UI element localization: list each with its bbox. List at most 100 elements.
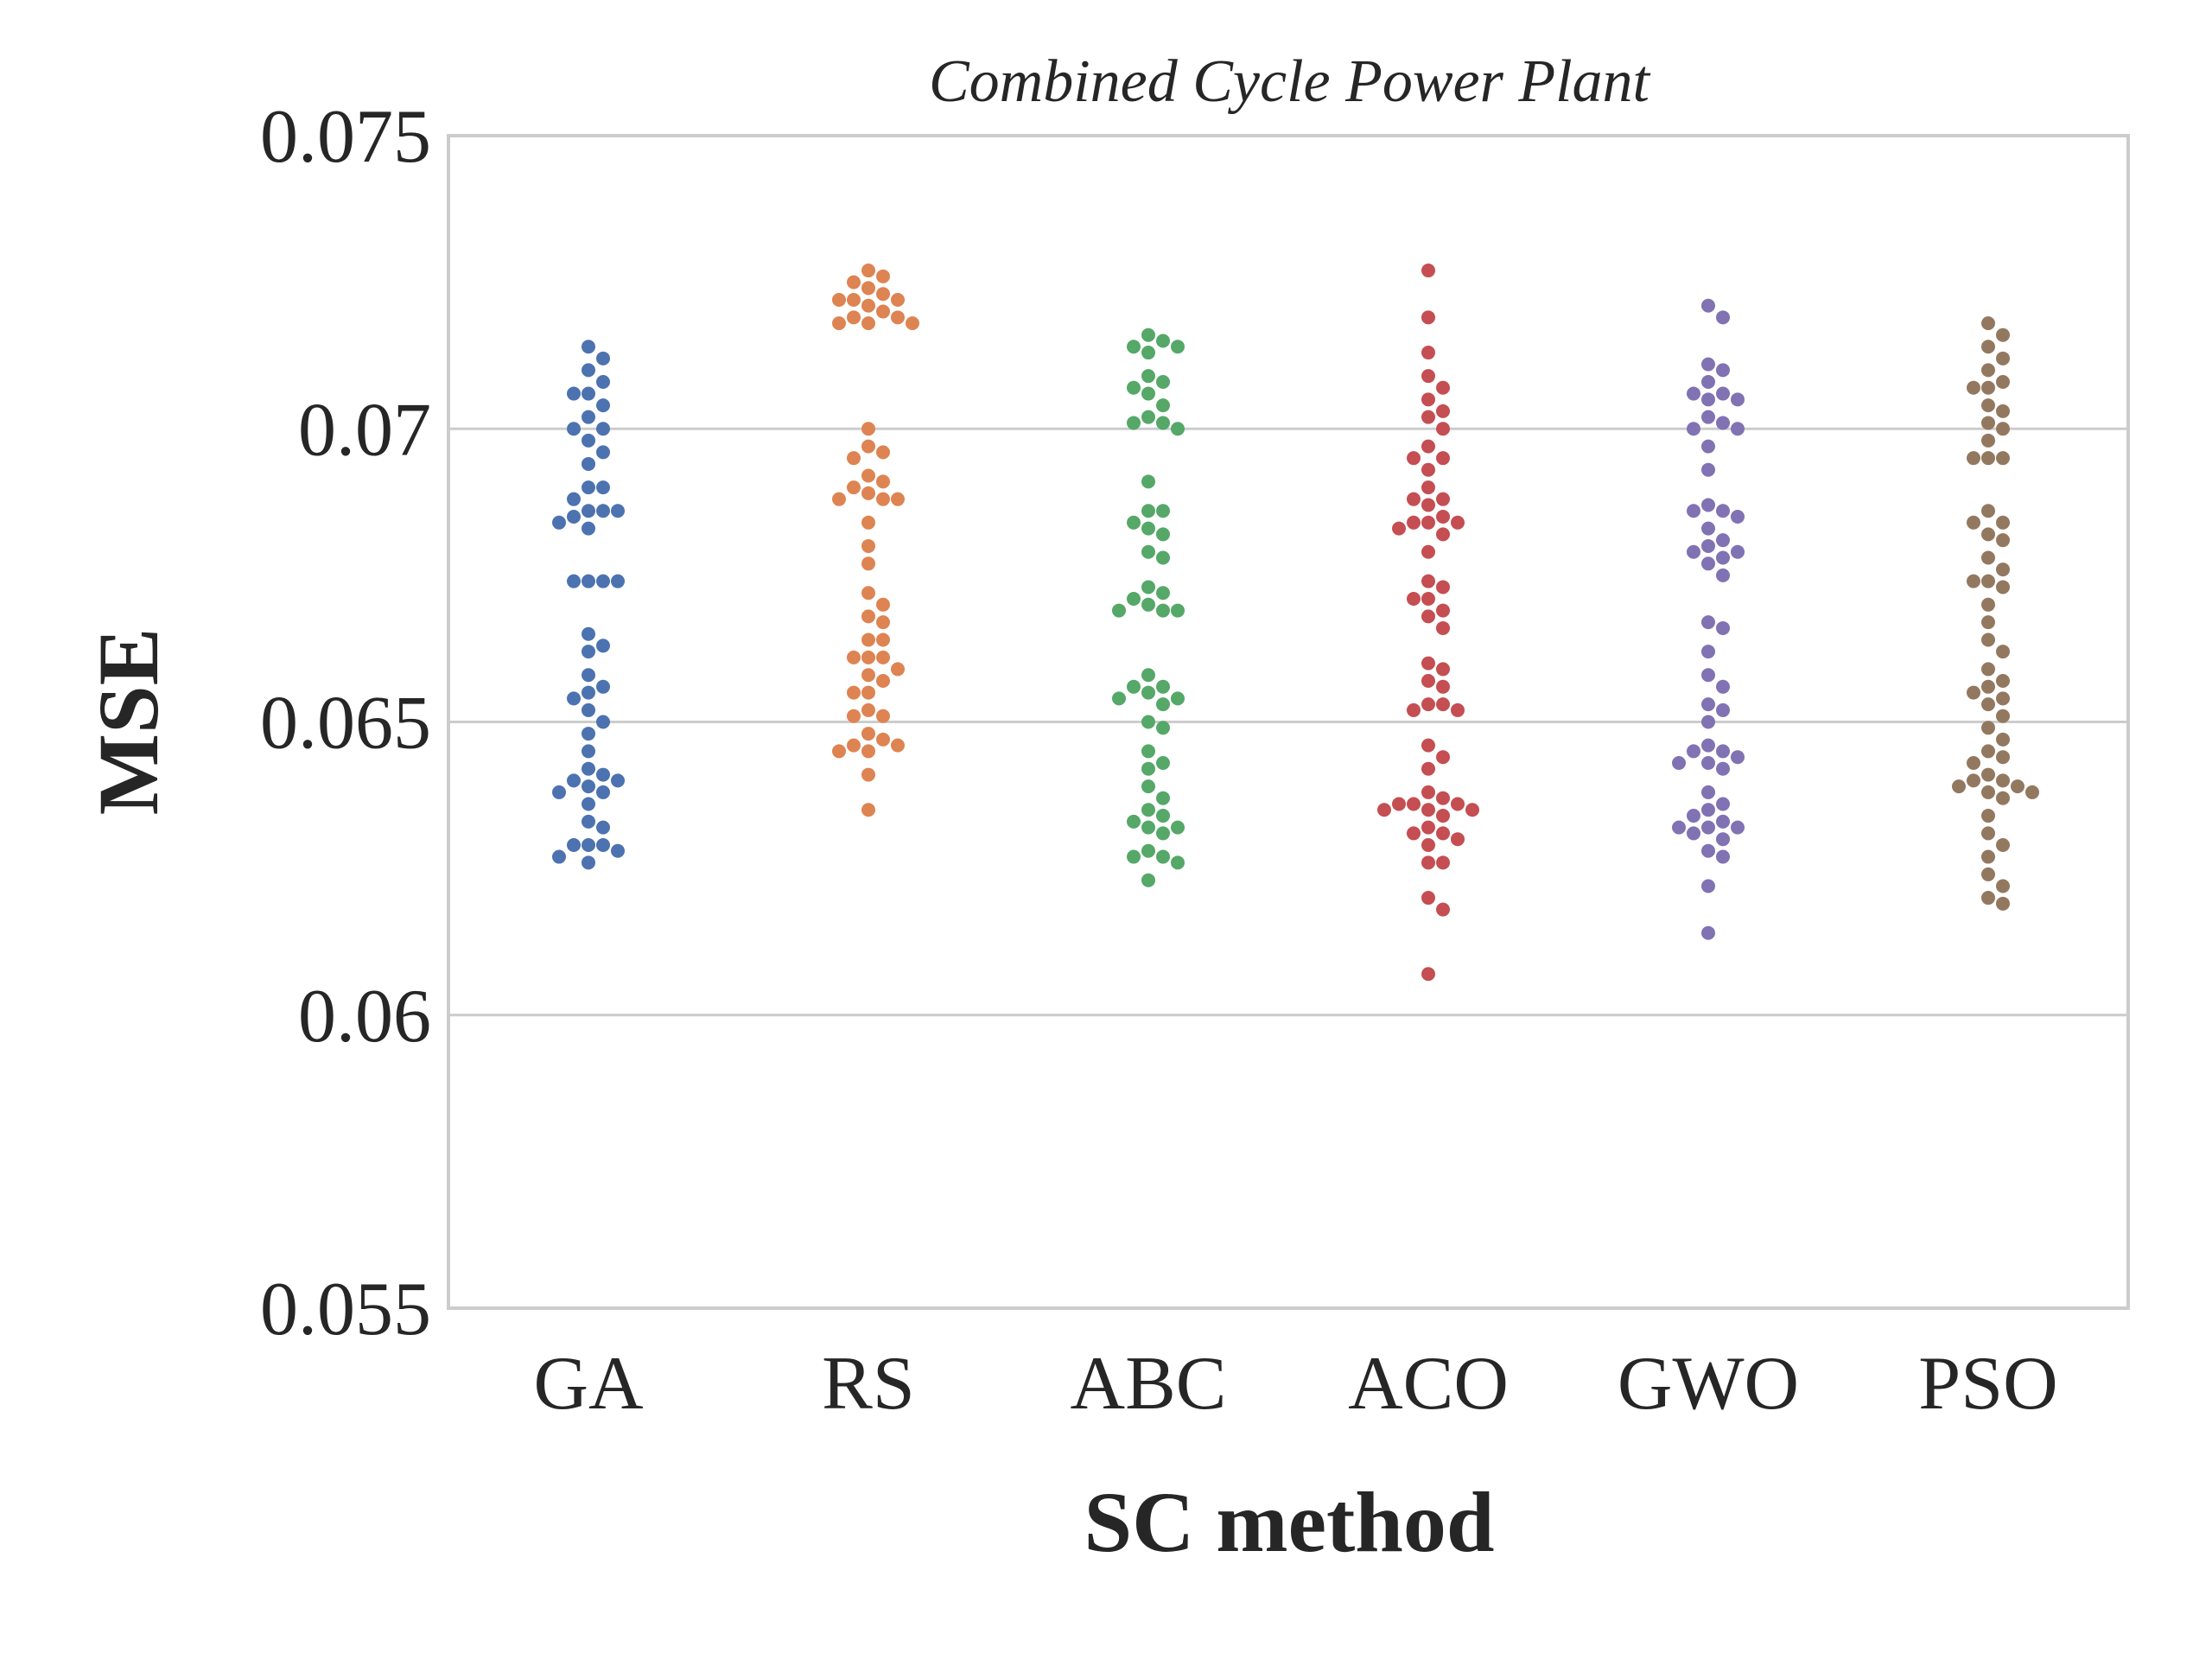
data-point-gwo xyxy=(1716,702,1730,717)
data-point-ga xyxy=(582,727,595,741)
data-point-pso xyxy=(1981,785,1995,799)
data-point-ga xyxy=(567,386,581,401)
data-point-pso xyxy=(1996,837,2010,852)
data-point-aco xyxy=(1407,702,1421,717)
data-point-gwo xyxy=(1716,568,1730,582)
data-point-pso xyxy=(1996,404,2010,418)
data-point-rs xyxy=(861,685,875,700)
data-point-pso xyxy=(1981,744,1995,759)
data-point-rs xyxy=(891,292,905,307)
data-point-rs xyxy=(847,451,861,466)
data-point-pso xyxy=(1996,515,2010,530)
data-point-pso xyxy=(1981,849,1995,864)
data-point-abc xyxy=(1127,380,1141,395)
data-point-rs xyxy=(876,304,890,319)
data-point-ga xyxy=(552,515,566,530)
data-point-pso xyxy=(1996,674,2010,689)
data-point-ga xyxy=(582,456,595,471)
data-point-aco xyxy=(1421,967,1435,982)
data-point-aco xyxy=(1436,603,1450,618)
data-point-ga xyxy=(596,679,610,694)
data-point-ga xyxy=(582,645,595,659)
data-point-rs xyxy=(861,727,875,741)
data-point-gwo xyxy=(1716,744,1730,759)
data-point-aco xyxy=(1407,492,1421,506)
data-point-ga xyxy=(596,504,610,518)
data-point-pso xyxy=(1996,533,2010,548)
data-point-pso xyxy=(1981,398,1995,413)
data-point-aco xyxy=(1436,750,1450,765)
data-point-abc xyxy=(1141,779,1155,794)
data-point-ga xyxy=(596,639,610,653)
data-point-abc xyxy=(1141,346,1155,360)
data-point-gwo xyxy=(1687,744,1700,759)
data-point-abc xyxy=(1156,826,1170,841)
data-point-pso xyxy=(2011,779,2024,794)
data-point-aco xyxy=(1436,826,1450,841)
data-point-aco xyxy=(1407,515,1421,530)
data-point-aco xyxy=(1421,761,1435,776)
data-point-aco xyxy=(1436,697,1450,712)
data-point-aco xyxy=(1436,855,1450,870)
data-point-gwo xyxy=(1701,462,1715,477)
data-point-abc xyxy=(1156,697,1170,712)
data-point-gwo xyxy=(1672,755,1686,770)
data-point-aco xyxy=(1451,702,1465,717)
data-point-pso xyxy=(1996,879,2010,893)
data-point-aco xyxy=(1421,544,1435,559)
data-point-rs xyxy=(891,662,905,677)
data-point-aco xyxy=(1421,480,1435,495)
y-tick-label: 0.07 xyxy=(298,388,431,472)
data-point-pso xyxy=(1996,773,2010,788)
data-point-pso xyxy=(1996,374,2010,389)
data-point-rs xyxy=(876,269,890,283)
data-point-abc xyxy=(1127,849,1141,864)
data-point-ga xyxy=(596,820,610,835)
data-point-pso xyxy=(1981,615,1995,630)
data-point-abc xyxy=(1141,744,1155,759)
data-point-abc xyxy=(1141,521,1155,536)
data-point-gwo xyxy=(1701,925,1715,940)
data-point-abc xyxy=(1141,504,1155,518)
data-point-rs xyxy=(861,668,875,683)
data-point-ga xyxy=(596,398,610,413)
data-point-gwo xyxy=(1701,538,1715,553)
data-point-abc xyxy=(1141,369,1155,384)
data-point-gwo xyxy=(1716,386,1730,401)
data-point-aco xyxy=(1436,451,1450,466)
data-point-gwo xyxy=(1701,697,1715,712)
data-point-ga xyxy=(582,574,595,588)
data-point-aco xyxy=(1421,837,1435,852)
x-tick-label: ABC xyxy=(1071,1342,1227,1426)
data-point-abc xyxy=(1112,603,1126,618)
data-point-aco xyxy=(1421,439,1435,454)
data-point-aco xyxy=(1436,580,1450,594)
data-point-rs xyxy=(876,674,890,689)
data-point-ga xyxy=(582,626,595,641)
data-point-abc xyxy=(1141,803,1155,817)
data-point-pso xyxy=(1996,691,2010,706)
data-point-pso xyxy=(1981,416,1995,430)
data-point-aco xyxy=(1407,797,1421,811)
data-point-pso xyxy=(1967,451,1980,466)
data-point-pso xyxy=(1967,380,1980,395)
data-point-abc xyxy=(1127,592,1141,607)
data-point-gwo xyxy=(1701,439,1715,454)
data-point-ga xyxy=(596,785,610,799)
gridlines xyxy=(448,427,2128,1017)
data-point-rs xyxy=(832,492,846,506)
data-point-pso xyxy=(1996,327,2010,342)
data-point-pso xyxy=(1981,597,1995,612)
data-point-rs xyxy=(861,767,875,782)
data-point-rs xyxy=(861,422,875,436)
data-point-rs xyxy=(876,597,890,612)
data-point-gwo xyxy=(1716,416,1730,430)
data-point-pso xyxy=(1967,755,1980,770)
data-point-abc xyxy=(1141,544,1155,559)
data-point-gwo xyxy=(1672,820,1686,835)
data-point-pso xyxy=(1981,662,1995,677)
data-point-gwo xyxy=(1731,392,1745,407)
data-point-ga xyxy=(582,340,595,354)
data-point-rs xyxy=(861,632,875,647)
data-point-pso xyxy=(1981,340,1995,354)
